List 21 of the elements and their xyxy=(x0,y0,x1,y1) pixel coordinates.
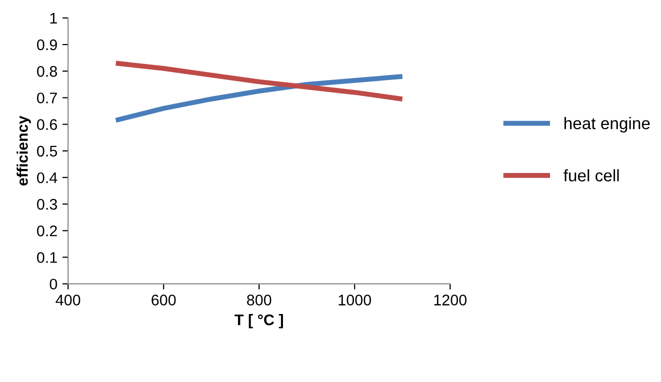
y-tick-label: 0 xyxy=(50,278,58,290)
y-tick-label: 0.5 xyxy=(37,146,58,157)
y-tick-label: 0.6 xyxy=(37,119,57,130)
y-tick-label: 1 xyxy=(50,12,57,24)
x-tick-label: 400 xyxy=(56,294,80,306)
y-tick-label: 0.3 xyxy=(37,198,57,210)
y-tick-label: 0.7 xyxy=(37,92,57,104)
legend-label: heat engine xyxy=(564,117,650,133)
x-tick-label: 600 xyxy=(152,294,176,306)
y-tick-label: 0.2 xyxy=(37,226,57,236)
y-tick-label: 0.4 xyxy=(37,172,58,184)
x-tick-label: 800 xyxy=(247,294,272,306)
y-tick-label: 0.9 xyxy=(37,39,57,50)
y-tick-label: 0.8 xyxy=(37,66,58,77)
x-axis-title: T [ °C ] xyxy=(234,314,283,328)
legend-label: fuel cell xyxy=(564,169,619,182)
x-tick-label: 1000 xyxy=(338,294,372,306)
y-tick-label: 0.1 xyxy=(37,252,57,263)
line-series xyxy=(113,74,405,123)
y-axis-title: efficiency xyxy=(16,116,31,186)
x-tick-label: 1200 xyxy=(434,294,467,306)
